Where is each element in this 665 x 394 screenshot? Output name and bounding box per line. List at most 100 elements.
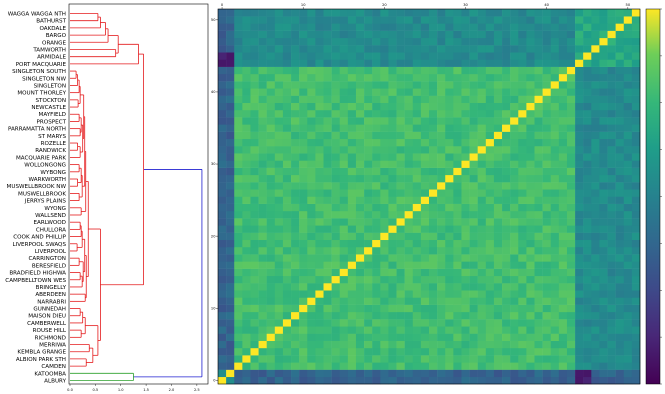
heatmap-cell (566, 9, 576, 17)
heatmap-cell (485, 95, 495, 103)
heatmap-cell (429, 290, 438, 298)
heatmap-cell (566, 124, 576, 132)
heatmap-cell (518, 347, 527, 356)
heatmap-cell (404, 326, 414, 334)
heatmap-cell (226, 297, 235, 305)
heatmap-cell (575, 167, 584, 176)
heatmap-cell (250, 355, 259, 363)
heatmap-cell (274, 109, 284, 118)
heatmap-cell (258, 290, 267, 298)
heatmap-cell (453, 52, 462, 60)
heatmap-cell (526, 283, 535, 291)
heatmap-cell (234, 153, 243, 161)
heatmap-cell (226, 218, 235, 226)
heatmap-cell (404, 362, 414, 370)
heatmap-cell (274, 283, 284, 291)
heatmap-cell (550, 124, 560, 132)
heatmap-cell (575, 362, 584, 370)
heatmap-cell (266, 45, 276, 53)
heatmap-cell (250, 117, 259, 125)
heatmap-cell (291, 362, 300, 370)
heatmap-cell (502, 254, 511, 262)
heatmap-cell (631, 182, 641, 190)
heatmap-cell (477, 9, 487, 17)
heatmap-cell (453, 167, 462, 176)
heatmap-cell (242, 167, 251, 176)
heatmap-cell (331, 376, 340, 385)
heatmap-cell (364, 275, 373, 284)
heatmap-cell (469, 73, 478, 82)
heatmap-cell (445, 311, 454, 320)
heatmap-cell (250, 52, 259, 60)
heatmap-cell (355, 109, 365, 118)
heatmap-cell (558, 246, 568, 255)
heatmap-cell (234, 182, 243, 190)
heatmap-cell (485, 73, 495, 82)
heatmap-cell (242, 239, 251, 248)
heatmap-cell (623, 261, 633, 269)
heatmap-cell (502, 182, 511, 190)
heatmap-cell (437, 174, 446, 183)
heatmap-cell (388, 275, 397, 284)
heatmap-cell (250, 319, 259, 327)
heatmap-cell (502, 138, 511, 147)
heatmap-cell (461, 37, 470, 46)
heatmap-cell (623, 88, 633, 96)
heatmap-cell (607, 167, 616, 176)
heatmap-cell (258, 66, 267, 75)
heatmap-cell (282, 167, 292, 176)
heatmap-cell (599, 182, 608, 190)
heatmap-cell (242, 232, 251, 241)
heatmap-cell (388, 182, 397, 190)
heatmap-cell (583, 81, 592, 89)
heatmap-cell (445, 52, 454, 60)
heatmap-cell (420, 138, 430, 147)
heatmap-cell (461, 311, 470, 320)
heatmap-cell (315, 333, 324, 341)
heatmap-cell (323, 95, 332, 103)
heatmap-cell (558, 210, 568, 219)
heatmap-cell (461, 347, 470, 356)
heatmap-cell (226, 254, 235, 262)
heatmap-cell (388, 66, 397, 75)
heatmap-cell (518, 290, 527, 298)
heatmap-cell (485, 109, 495, 118)
heatmap-cell (380, 124, 389, 132)
heatmap-cell (234, 146, 243, 154)
heatmap-cell (477, 355, 487, 363)
heatmap-cell (526, 189, 535, 197)
heatmap-cell (307, 66, 316, 75)
heatmap-cell (453, 355, 462, 363)
heatmap-cell (429, 355, 438, 363)
heatmap-cell (445, 376, 454, 385)
heatmap-cell (615, 362, 625, 370)
heatmap-cell (258, 160, 267, 168)
heatmap-cell (453, 160, 462, 168)
heatmap-cell (331, 9, 340, 17)
heatmap-cell (331, 203, 340, 212)
heatmap-cell (218, 182, 227, 190)
heatmap-cell (542, 275, 551, 284)
heatmap-cell (445, 23, 454, 31)
heatmap-cell (461, 268, 470, 277)
heatmap-cell (364, 23, 373, 31)
heatmap-cell (266, 246, 276, 255)
heatmap-cell (291, 30, 300, 39)
heatmap-cell (420, 167, 430, 176)
heatmap-cell (396, 203, 405, 212)
heatmap-cell (364, 232, 373, 241)
heatmap-cell (364, 95, 373, 103)
heatmap-cell (453, 319, 462, 327)
heatmap-cell (583, 138, 592, 147)
heatmap-cell (461, 254, 470, 262)
heatmap-cell (282, 196, 292, 204)
heatmap-cell (550, 138, 560, 147)
heatmap-cell (404, 290, 414, 298)
heatmap-cell (234, 16, 243, 24)
heatmap-cell (599, 369, 608, 378)
heatmap-cell (575, 189, 584, 197)
heatmap-cell (558, 146, 568, 154)
heatmap-cell (599, 88, 608, 96)
heatmap-cell (234, 124, 243, 132)
heatmap-cell (242, 369, 251, 378)
